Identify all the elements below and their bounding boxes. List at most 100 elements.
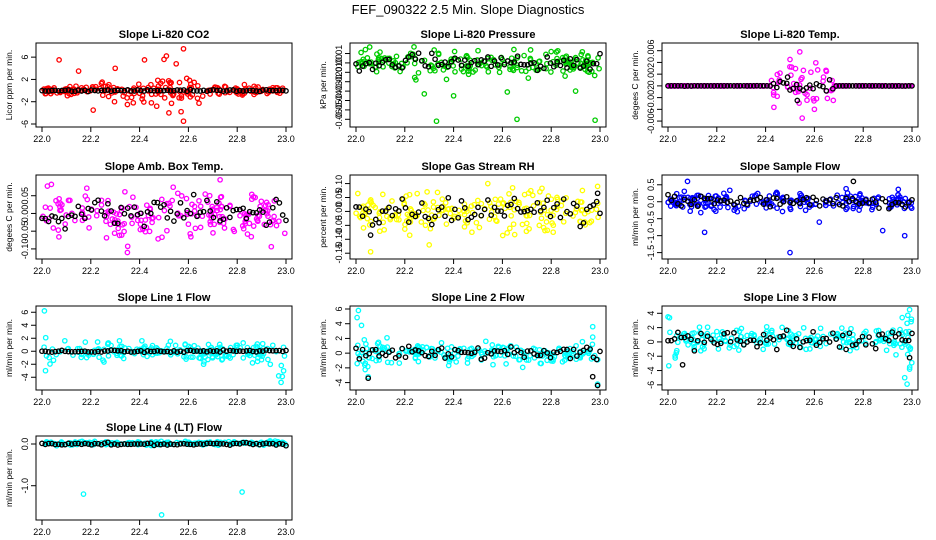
data-point bbox=[266, 87, 273, 94]
data-point bbox=[52, 87, 59, 94]
data-point bbox=[592, 117, 598, 124]
data-point bbox=[359, 346, 366, 353]
data-point bbox=[255, 355, 261, 361]
data-point bbox=[258, 198, 265, 205]
data-point bbox=[721, 82, 727, 89]
data-point bbox=[199, 93, 206, 99]
data-point bbox=[68, 441, 75, 447]
y-tick-label: -0.006 bbox=[646, 108, 656, 134]
data-point bbox=[534, 67, 541, 74]
data-point bbox=[131, 204, 138, 210]
data-point bbox=[587, 219, 593, 226]
data-point bbox=[859, 333, 866, 340]
data-point bbox=[144, 353, 150, 360]
data-point bbox=[197, 441, 204, 447]
data-point bbox=[514, 205, 521, 212]
data-point bbox=[111, 87, 118, 94]
data-point bbox=[485, 68, 492, 75]
plot-frame bbox=[661, 305, 919, 391]
data-point bbox=[448, 58, 455, 65]
data-point bbox=[724, 199, 731, 206]
data-point bbox=[187, 347, 194, 354]
x-tick-label: 22.8 bbox=[542, 397, 560, 407]
x-tick-label: 22.8 bbox=[854, 397, 872, 407]
data-point bbox=[856, 207, 862, 213]
data-point bbox=[186, 77, 193, 84]
data-point bbox=[741, 205, 748, 212]
data-point bbox=[673, 347, 680, 354]
data-point bbox=[118, 204, 124, 211]
data-point bbox=[554, 55, 560, 62]
data-point bbox=[449, 205, 455, 212]
data-point bbox=[244, 231, 251, 237]
y-tick-label: 2 bbox=[20, 77, 30, 82]
data-point bbox=[184, 347, 190, 354]
data-point bbox=[562, 73, 568, 79]
data-point bbox=[504, 202, 511, 209]
data-point bbox=[369, 222, 376, 228]
data-point bbox=[49, 87, 55, 94]
data-point bbox=[269, 342, 276, 349]
data-point bbox=[830, 330, 836, 337]
data-point bbox=[183, 195, 190, 202]
data-point bbox=[536, 58, 543, 65]
data-point bbox=[905, 199, 912, 206]
data-point bbox=[488, 350, 495, 357]
data-point bbox=[816, 219, 823, 225]
data-point bbox=[906, 306, 913, 313]
data-point bbox=[382, 208, 389, 214]
points-layer bbox=[39, 176, 289, 256]
data-point bbox=[869, 83, 876, 89]
data-point bbox=[696, 324, 703, 331]
data-point bbox=[904, 320, 910, 327]
data-point bbox=[856, 83, 863, 89]
data-point bbox=[697, 209, 704, 216]
data-point bbox=[560, 57, 567, 64]
data-point bbox=[432, 355, 438, 361]
data-point bbox=[359, 213, 366, 220]
points-layer bbox=[39, 438, 289, 518]
data-point bbox=[78, 348, 85, 355]
data-point bbox=[440, 67, 447, 73]
data-point bbox=[49, 213, 55, 219]
data-point bbox=[134, 441, 141, 447]
data-point bbox=[575, 60, 581, 66]
plot-frame bbox=[35, 435, 293, 521]
data-point bbox=[402, 221, 408, 228]
data-point bbox=[889, 329, 896, 335]
data-point bbox=[279, 348, 286, 355]
data-point bbox=[375, 339, 382, 346]
data-point bbox=[793, 81, 800, 88]
data-point bbox=[233, 348, 240, 355]
chart-panel-line3: Slope Line 3 Flow ml/min per min. 22.0 22.2… bbox=[630, 292, 921, 407]
data-point bbox=[240, 355, 247, 361]
data-point bbox=[91, 349, 98, 355]
data-point bbox=[428, 221, 435, 228]
x-tick-label: 22.4 bbox=[757, 134, 775, 144]
data-point bbox=[252, 194, 259, 201]
data-point bbox=[88, 207, 95, 213]
data-point bbox=[443, 221, 450, 227]
data-point bbox=[698, 83, 704, 89]
data-point bbox=[82, 215, 88, 222]
data-point bbox=[65, 440, 72, 447]
data-point bbox=[39, 348, 45, 355]
data-point bbox=[240, 88, 246, 94]
data-point bbox=[665, 362, 672, 369]
data-point bbox=[283, 442, 289, 449]
data-point bbox=[485, 197, 491, 203]
points-layer bbox=[353, 44, 603, 125]
data-point bbox=[415, 209, 422, 215]
data-point bbox=[471, 211, 478, 218]
data-point bbox=[760, 82, 767, 89]
data-point bbox=[166, 110, 172, 116]
data-point bbox=[763, 323, 770, 330]
data-point bbox=[496, 69, 503, 76]
data-point bbox=[813, 197, 820, 204]
data-point bbox=[253, 349, 260, 355]
data-point bbox=[787, 249, 793, 256]
data-point bbox=[787, 206, 794, 213]
data-point bbox=[403, 193, 410, 199]
data-point bbox=[691, 82, 698, 89]
data-point bbox=[204, 197, 210, 204]
